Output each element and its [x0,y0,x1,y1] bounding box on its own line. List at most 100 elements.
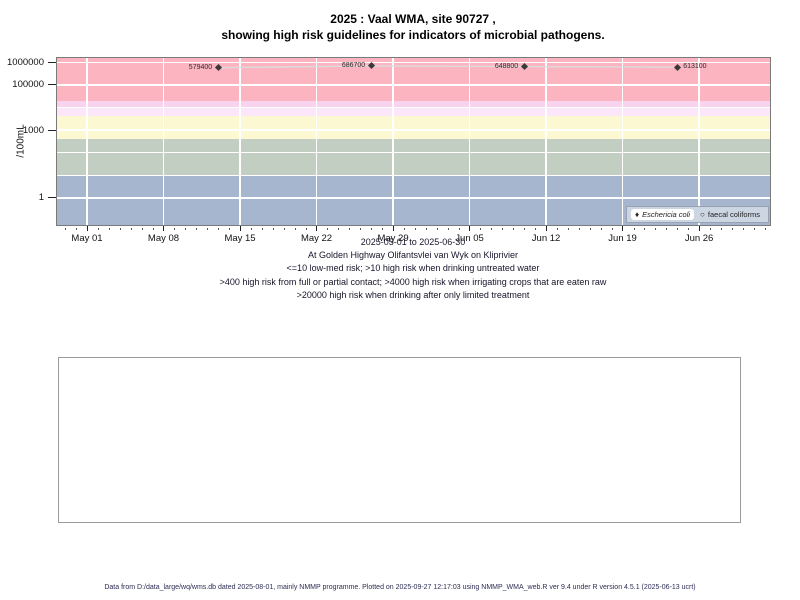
x-minor-tick [327,228,329,230]
plot-area: May 01 May 08 May 15 May 22 May 29 Jun 05 Jun … [7,57,771,244]
x-gridline [545,58,547,225]
x-minor-tick [677,228,679,230]
y-tick [48,84,56,86]
x-minor-tick [513,228,515,230]
x-minor-tick [130,228,132,230]
y-tick-label: 1 [38,192,44,204]
legend-label: Eschericia coli [642,210,691,219]
x-minor-tick [65,228,67,230]
x-minor-tick [382,228,384,230]
chart-title-line1: 2025 : Vaal WMA, site 90727 , [330,12,496,26]
y-gridline [57,61,770,64]
x-minor-tick [589,228,591,230]
y-tick [48,197,56,199]
y-tick-label: 1000000 [7,56,44,68]
x-tick [163,226,164,231]
x-tick-label: May 08 [147,233,180,244]
x-minor-tick [305,228,307,230]
risk-band [57,139,770,176]
x-minor-tick [360,228,362,230]
x-gridline [86,58,88,225]
x-minor-tick [611,228,613,230]
x-minor-tick [272,228,274,230]
x-minor-tick [108,228,110,230]
data-point-label: 579400 [188,63,213,71]
x-gridline [162,58,165,225]
x-minor-tick [425,228,427,230]
x-minor-tick [666,228,668,230]
legend-entry: ♦ Eschericia coli [631,209,695,220]
x-tick-label: May 22 [300,233,333,244]
x-minor-tick [196,228,198,230]
x-minor-tick [174,228,176,230]
x-minor-tick [218,228,220,230]
y-gridline [57,197,770,199]
x-minor-tick [578,228,580,230]
caption-risk-line2: >400 high risk from full or partial cont… [219,276,607,287]
series-line [218,65,678,69]
x-tick-label: Jun 26 [684,233,714,244]
x-minor-tick [119,228,121,230]
y-gridline [57,151,770,154]
x-gridline [392,58,394,225]
open-circle-icon: ○ [700,209,705,219]
x-minor-tick [261,228,263,230]
x-tick [698,226,700,231]
x-minor-tick [185,228,187,230]
x-minor-tick [338,228,340,230]
y-tick-label: 1000 [22,124,44,136]
x-minor-tick [720,228,722,230]
x-tick [239,226,241,231]
x-tick [86,226,88,231]
x-minor-tick [229,228,231,230]
x-minor-tick [294,228,296,230]
x-minor-tick [76,228,78,230]
x-gridline [468,58,471,225]
y-tick [48,129,56,131]
x-tick-label: May 01 [71,233,103,244]
x-minor-tick [600,228,602,230]
x-minor-tick [644,228,646,230]
x-tick [545,226,547,231]
risk-band [57,116,770,140]
x-gridline [621,58,624,225]
y-gridline [57,174,770,177]
legend-label: faecal coliforms [707,210,760,219]
x-gridline [239,58,241,225]
x-minor-tick [480,228,482,230]
x-minor-tick [141,228,143,230]
risk-band [57,100,770,108]
x-tick-label: May 15 [224,233,256,244]
caption-risk-line1: <=10 low-med risk; >10 high risk when dr… [286,263,540,274]
x-minor-tick [524,228,526,230]
chart-title: 2025 : Vaal WMA, site 90727 , showing hi… [26,11,800,43]
x-minor-tick [633,228,635,230]
data-point-label: 613100 [683,63,707,71]
x-tick-label: Jun 12 [531,233,561,244]
legend: ♦ Eschericia coli ○ faecal coliforms [626,206,769,223]
x-minor-tick [403,228,405,230]
x-minor-tick [447,228,449,230]
footer-note: Data from D:/data_large/wq/wms.db dated … [104,584,696,591]
y-gridline [57,129,770,131]
x-minor-tick [535,228,537,230]
y-tick-label: 100000 [12,79,44,91]
x-minor-tick [491,228,493,230]
risk-band [57,58,770,101]
y-gridline [57,84,770,86]
legend-entry: ○ faecal coliforms [696,209,764,220]
x-gridline [315,58,318,225]
x-minor-tick [250,228,252,230]
risk-band [57,107,770,117]
x-minor-tick [502,228,504,230]
x-gridline [698,58,700,225]
x-minor-tick [764,228,766,230]
x-tick-label: Jun 05 [455,233,484,244]
data-point-label: 648800 [494,62,519,70]
x-minor-tick [655,228,657,230]
y-tick [48,61,56,63]
x-minor-tick [688,228,690,230]
x-minor-tick [436,228,438,230]
empty-panel [58,357,741,523]
